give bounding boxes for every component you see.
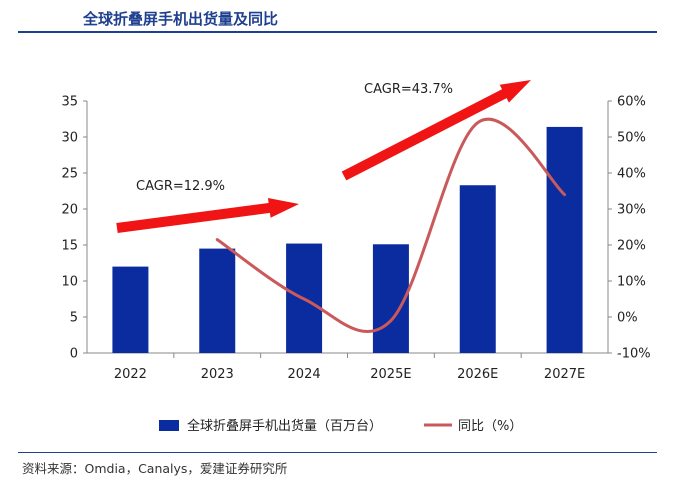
y-right-tick-label: 40%: [617, 167, 646, 182]
page-title: 全球折叠屏手机出货量及同比: [83, 10, 279, 28]
y-left-tick-label: 10: [61, 275, 78, 290]
y-right-tick-label: 30%: [617, 203, 646, 218]
y-right-tick-label: -10%: [617, 347, 651, 362]
x-tick-label: 2023: [201, 367, 234, 382]
x-tick-label: 2024: [288, 367, 321, 382]
x-tick-label: 2025E: [370, 367, 411, 382]
cagr-annotations: CAGR=12.9% CAGR=43.7%: [116, 80, 531, 233]
cagr-arrow-2025-2027: [341, 80, 531, 181]
legend: 全球折叠屏手机出货量（百万台） 同比（%）: [159, 418, 522, 434]
y-right-axis: -10% 0% 10% 20% 30% 40% 50% 60%: [607, 95, 651, 362]
x-tick-label: 2026E: [457, 367, 498, 382]
y-left-axis: 0 5 10 15 20 25 30 35: [61, 95, 88, 362]
y-left-tick-label: 0: [70, 347, 78, 362]
legend-bar-label: 全球折叠屏手机出货量（百万台）: [187, 418, 382, 434]
legend-line-label: 同比（%）: [458, 419, 522, 434]
x-axis: 2022 2023 2024 2025E 2026E 2027E: [87, 352, 608, 382]
x-tick-label: 2022: [114, 367, 147, 382]
bar: [546, 126, 583, 353]
y-right-tick-label: 20%: [617, 239, 646, 254]
y-left-tick-label: 30: [61, 131, 78, 146]
yoy-line: [215, 117, 567, 334]
bar: [459, 185, 496, 353]
cagr-label-2022-2024: CAGR=12.9%: [136, 179, 225, 194]
bar: [199, 248, 236, 353]
y-left-tick-label: 5: [70, 311, 78, 326]
y-left-tick-label: 35: [61, 95, 78, 110]
y-left-tick-label: 20: [61, 203, 78, 218]
y-right-tick-label: 0%: [617, 311, 638, 326]
line-series: [215, 117, 567, 334]
y-right-tick-label: 60%: [617, 95, 646, 110]
y-right-tick-label: 10%: [617, 275, 646, 290]
bar-series: [112, 126, 583, 353]
title-divider: [18, 31, 657, 33]
source-note: 资料来源：Omdia，Canalys，爱建证券研究所: [22, 461, 288, 476]
footer-divider: [18, 452, 657, 453]
y-right-tick-label: 50%: [617, 131, 646, 146]
bar: [112, 266, 149, 353]
cagr-arrow-2022-2024: [116, 198, 299, 233]
x-tick-label: 2027E: [544, 367, 585, 382]
legend-bar-swatch: [159, 420, 179, 431]
y-left-tick-label: 15: [61, 239, 78, 254]
cagr-label-2025-2027: CAGR=43.7%: [364, 82, 453, 97]
bar: [372, 244, 409, 353]
y-left-tick-label: 25: [61, 167, 78, 182]
